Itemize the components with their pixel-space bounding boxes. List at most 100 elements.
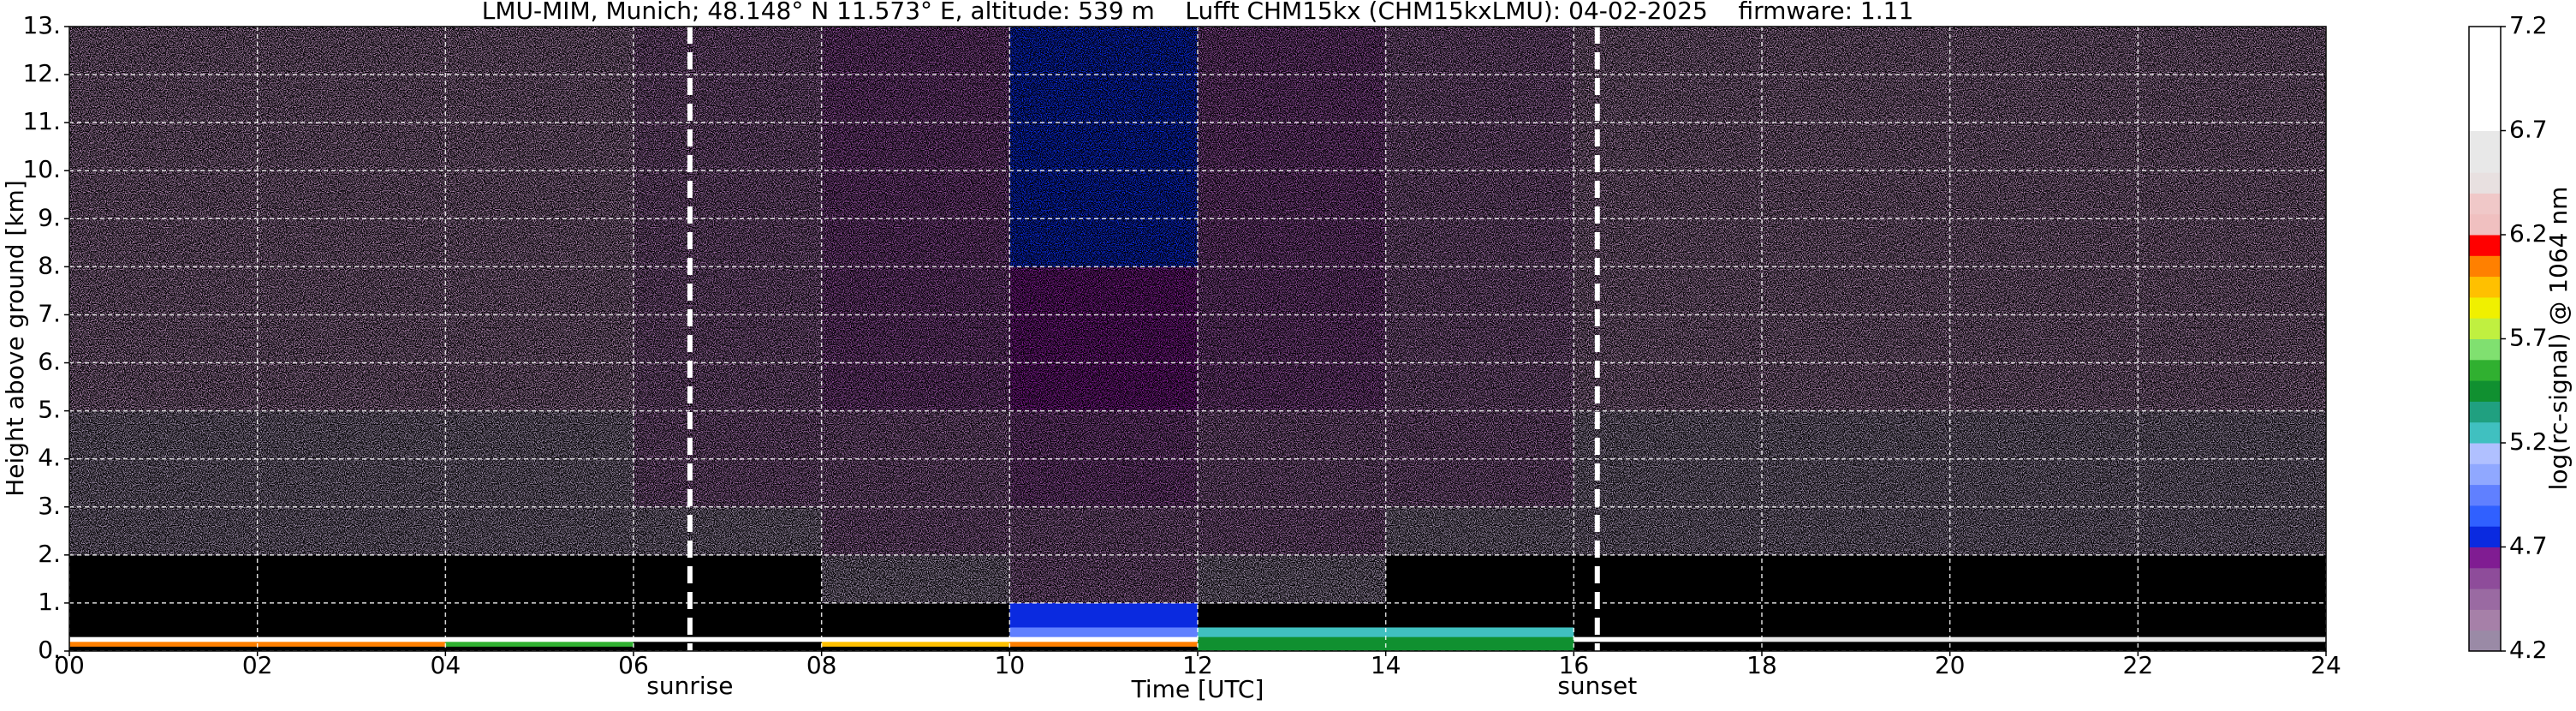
colorbar-band bbox=[2469, 359, 2501, 381]
x-tick-label: 00 bbox=[54, 651, 85, 679]
heatmap-cell bbox=[821, 626, 1010, 637]
heatmap-cell bbox=[69, 626, 259, 637]
heatmap-cell bbox=[445, 554, 634, 604]
colorbar-band bbox=[2469, 401, 2501, 423]
heatmap-cell bbox=[257, 554, 446, 604]
plot-area bbox=[64, 26, 2327, 656]
colorbar-band bbox=[2469, 213, 2501, 236]
colorbar-band bbox=[2469, 380, 2501, 402]
heatmap-cell bbox=[1385, 636, 1574, 642]
heatmap-cell bbox=[257, 266, 446, 412]
colorbar-label: log(rc-signal) @ 1064 nm bbox=[2544, 187, 2573, 491]
heatmap-cell bbox=[1009, 266, 1199, 412]
heatmap-cell bbox=[1574, 646, 1763, 652]
heatmap-cell bbox=[1949, 554, 2139, 604]
heatmap-cell bbox=[1009, 27, 1199, 267]
heatmap-cell bbox=[1949, 602, 2139, 628]
y-axis-label: Height above ground [km] bbox=[1, 180, 29, 497]
heatmap-cell bbox=[445, 641, 634, 647]
colorbar-tick-label: 4.2 bbox=[2509, 636, 2548, 664]
heatmap-cell bbox=[257, 602, 446, 628]
heatmap-cell bbox=[1009, 602, 1199, 628]
colorbar-band bbox=[2469, 630, 2501, 652]
chart-title: LMU-MIM, Munich; 48.148° N 11.573° E, al… bbox=[482, 0, 1914, 25]
heatmap-cell bbox=[1949, 636, 2139, 642]
heatmap-cell bbox=[445, 602, 634, 628]
heatmap-cell bbox=[1198, 506, 1387, 556]
heatmap-cell bbox=[445, 626, 634, 637]
heatmap-cell bbox=[69, 506, 259, 556]
heatmap-cell bbox=[821, 641, 1010, 647]
heatmap-cell bbox=[445, 506, 634, 556]
x-tick-label: 02 bbox=[242, 651, 273, 679]
y-tick-label: 3. bbox=[38, 492, 61, 520]
heatmap-cell bbox=[634, 636, 823, 642]
colorbar-band bbox=[2469, 172, 2501, 194]
heatmap-cell bbox=[257, 641, 446, 647]
colorbar-tick-label: 4.7 bbox=[2509, 532, 2548, 560]
colorbar-band bbox=[2469, 463, 2501, 486]
heatmap-cell bbox=[2138, 266, 2327, 412]
heatmap-cell bbox=[1198, 636, 1387, 642]
heatmap-cell bbox=[2138, 27, 2327, 267]
heatmap-cell bbox=[821, 554, 1010, 604]
heatmap-cell bbox=[1762, 646, 1951, 652]
x-tick-label: 16 bbox=[1559, 651, 1590, 679]
heatmap-cell bbox=[1385, 646, 1574, 652]
heatmap-cell bbox=[1574, 554, 1763, 604]
colorbar-band bbox=[2469, 484, 2501, 506]
heatmap-cell bbox=[1198, 554, 1387, 604]
colorbar-band bbox=[2469, 255, 2501, 278]
x-axis-label: Time [UTC] bbox=[1131, 675, 1264, 703]
colorbar-band bbox=[2469, 318, 2501, 339]
heatmap-cell bbox=[634, 602, 823, 628]
colorbar-band bbox=[2469, 338, 2501, 361]
y-tick-label: 2. bbox=[38, 540, 61, 568]
heatmap-cell bbox=[1198, 266, 1387, 412]
y-tick-label: 4. bbox=[38, 444, 61, 472]
heatmap-cell bbox=[1198, 646, 1387, 652]
plot-frame bbox=[68, 26, 2327, 652]
heatmap-cell bbox=[821, 266, 1010, 412]
heatmap-cell bbox=[821, 27, 1010, 267]
heatmap-cell bbox=[1574, 641, 1763, 647]
colorbar-band bbox=[2469, 547, 2501, 569]
heatmap-cell bbox=[1009, 646, 1199, 652]
heatmap-cell bbox=[69, 646, 259, 652]
heatmap-cell bbox=[1762, 266, 1951, 412]
heatmap-cell bbox=[1385, 27, 1574, 267]
heatmap-cell bbox=[1385, 626, 1574, 637]
heatmap-cell bbox=[445, 266, 634, 412]
y-tick-label: 1. bbox=[38, 588, 61, 616]
heatmap-cell bbox=[1762, 626, 1951, 637]
heatmap-cell bbox=[1385, 602, 1574, 628]
heatmap-cell bbox=[1762, 636, 1951, 642]
heatmap-cell bbox=[821, 636, 1010, 642]
heatmap-cell bbox=[2138, 602, 2327, 628]
colorbar-band bbox=[2469, 235, 2501, 256]
heatmap-cell bbox=[1009, 626, 1199, 637]
heatmap-cell bbox=[1198, 641, 1387, 647]
colorbar-tick-label: 7.2 bbox=[2509, 11, 2548, 39]
colorbar-band bbox=[2469, 110, 2501, 131]
heatmap-cell bbox=[634, 646, 823, 652]
colorbar-band bbox=[2469, 68, 2501, 90]
x-tick-label: 12 bbox=[1182, 651, 1213, 679]
heatmap-cell bbox=[1198, 626, 1387, 637]
heatmap-cell bbox=[1574, 506, 1763, 556]
heatmap-cell bbox=[1574, 266, 1763, 412]
heatmap-cell bbox=[2138, 646, 2327, 652]
heatmap-cell bbox=[1009, 506, 1199, 556]
heatmap-cell bbox=[1009, 554, 1199, 604]
y-tick-label: 0. bbox=[38, 636, 61, 664]
x-tick-label: 18 bbox=[1746, 651, 1777, 679]
y-tick-label: 8. bbox=[38, 251, 61, 279]
heatmap-cell bbox=[1949, 506, 2139, 556]
heatmap-cell bbox=[69, 266, 259, 412]
heatmap-noise-layer bbox=[69, 27, 2327, 604]
colorbar-band bbox=[2469, 443, 2501, 464]
heatmap-cell bbox=[1949, 641, 2139, 647]
heatmap-cell bbox=[2138, 626, 2327, 637]
heatmap-cell bbox=[445, 27, 634, 267]
heatmap-cell bbox=[257, 506, 446, 556]
